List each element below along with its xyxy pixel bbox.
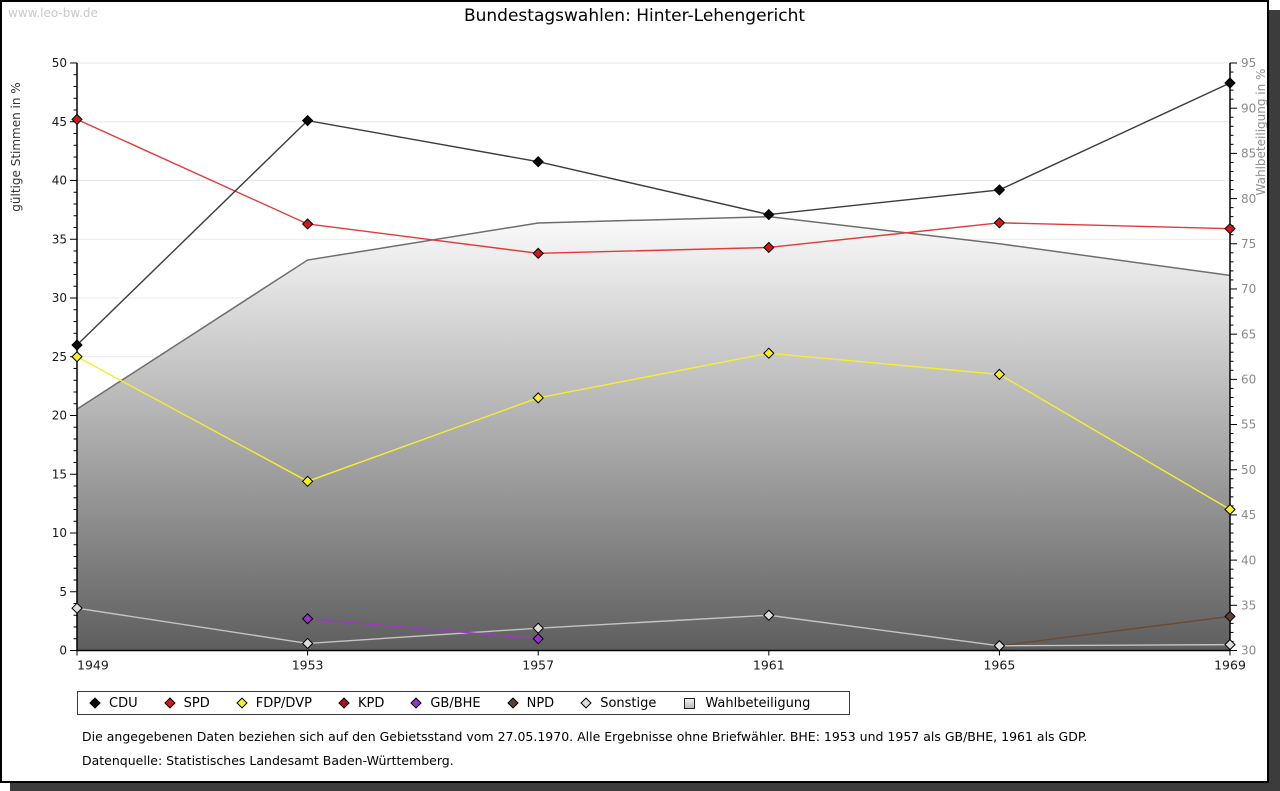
right-axis-tick-label: 50 bbox=[1241, 463, 1256, 477]
right-axis-tick-label: 95 bbox=[1241, 56, 1256, 70]
legend-label: Wahlbeteiligung bbox=[705, 695, 811, 711]
x-axis-tick-label: 1957 bbox=[522, 658, 554, 673]
data-point-spd-1965 bbox=[993, 217, 1006, 229]
data-point-fdp-dvp-1957 bbox=[532, 392, 544, 404]
x-axis-tick-label: 1965 bbox=[983, 658, 1015, 673]
data-point-cdu-1969 bbox=[1224, 77, 1236, 89]
x-axis-tick-label: 1969 bbox=[1214, 658, 1246, 673]
footnote-datenquelle: Datenquelle: Statistisches Landesamt Bad… bbox=[82, 753, 454, 768]
right-axis-tick-label: 75 bbox=[1241, 237, 1256, 251]
window-shadow-right bbox=[1269, 10, 1280, 791]
data-point-cdu-1949 bbox=[71, 339, 83, 351]
data-point-spd-1953 bbox=[301, 218, 314, 230]
legend-diamond-icon bbox=[236, 697, 248, 709]
data-point-sonstige-1965 bbox=[993, 640, 1006, 652]
right-axis-tick-label: 85 bbox=[1241, 147, 1256, 161]
legend-diamond-icon bbox=[89, 697, 101, 709]
legend-item-wahlbeteiligung: Wahlbeteiligung bbox=[684, 696, 810, 711]
legend-label: GB/BHE bbox=[430, 695, 481, 711]
legend-square-icon bbox=[684, 697, 696, 709]
legend-diamond-icon bbox=[410, 697, 422, 709]
data-point-sonstige-1961 bbox=[763, 609, 775, 621]
election-line-chart: 0 5 10 15 20 25 30 35 40 45 50 30 35 40 45 50 55 60 65 70 75… bbox=[52, 56, 1257, 673]
data-point-spd-1961 bbox=[763, 241, 775, 254]
right-axis-tick-label: 90 bbox=[1241, 101, 1256, 115]
legend-label: KPD bbox=[357, 695, 385, 711]
data-point-sonstige-1949 bbox=[71, 602, 83, 614]
right-axis-tick-label: 70 bbox=[1241, 282, 1256, 296]
x-axis-tick-label: 1949 bbox=[77, 658, 109, 673]
legend-label: FDP/DVP bbox=[255, 695, 312, 711]
left-axis-tick-label: 30 bbox=[52, 291, 67, 305]
legend-diamond-icon bbox=[338, 697, 350, 709]
series-wahlbeteiligung-area bbox=[76, 215, 1231, 651]
left-axis-tick-label: 20 bbox=[52, 409, 67, 423]
left-axis-tick-label: 45 bbox=[52, 115, 67, 129]
data-point-fdp-dvp-1961 bbox=[763, 347, 775, 359]
footnote-gebietsstand: Die angegebenen Daten beziehen sich auf … bbox=[82, 729, 1088, 744]
left-axis-tick-label: 35 bbox=[52, 232, 67, 246]
window-shadow-bottom bbox=[10, 783, 1280, 791]
data-point-cdu-1961 bbox=[763, 208, 775, 221]
data-point-fdp-dvp-1949 bbox=[71, 351, 83, 363]
data-point-fdp-dvp-1969 bbox=[1224, 503, 1236, 516]
chart-title: Bundestagswahlen: Hinter-Lehengericht bbox=[463, 6, 806, 26]
legend-diamond-icon bbox=[506, 697, 519, 709]
legend-item-kpd: KPD bbox=[338, 695, 385, 711]
left-axis-tick-label: 0 bbox=[59, 644, 67, 658]
data-point-npd-1969 bbox=[1224, 610, 1236, 623]
right-axis-tick-label: 60 bbox=[1241, 373, 1256, 387]
legend-label: CDU bbox=[109, 695, 138, 711]
x-axis-tick-label: 1953 bbox=[292, 658, 324, 673]
data-point-gb-bhe-1957 bbox=[532, 633, 544, 645]
data-point-fdp-dvp-1953 bbox=[301, 475, 314, 488]
legend-item-fdp-dvp: FDP/DVP bbox=[236, 695, 312, 711]
legend-diamond-icon bbox=[580, 697, 592, 709]
x-axis-tick-label: 1961 bbox=[753, 658, 785, 673]
right-axis-tick-label: 35 bbox=[1241, 599, 1256, 613]
series-fdp-dvp bbox=[71, 347, 1236, 516]
right-axis-tick-label: 30 bbox=[1241, 644, 1256, 658]
right-axis-tick-label: 65 bbox=[1241, 327, 1256, 341]
left-axis-tick-label: 25 bbox=[52, 350, 67, 364]
left-axis-tick-label: 40 bbox=[52, 174, 67, 188]
series-cdu bbox=[71, 77, 1236, 351]
legend-label: Sonstige bbox=[600, 695, 657, 711]
right-axis-tick-label: 45 bbox=[1241, 508, 1256, 522]
data-point-gb-bhe-1953 bbox=[301, 613, 314, 625]
right-axis-tick-label: 55 bbox=[1241, 418, 1256, 432]
data-point-spd-1957 bbox=[532, 247, 544, 260]
legend-item-cdu: CDU bbox=[89, 695, 138, 711]
legend-item-spd: SPD bbox=[163, 695, 210, 711]
data-point-spd-1969 bbox=[1224, 222, 1236, 235]
left-axis-tick-label: 5 bbox=[59, 585, 67, 599]
data-point-cdu-1965 bbox=[993, 184, 1006, 196]
legend-item-sonstige: Sonstige bbox=[580, 695, 657, 711]
legend-item-npd: NPD bbox=[506, 695, 555, 711]
legend-diamond-icon bbox=[163, 697, 176, 709]
legend-item-gb-bhe: GB/BHE bbox=[410, 695, 481, 711]
watermark: www.leo-bw.de bbox=[8, 6, 98, 20]
left-axis-tick-label: 10 bbox=[52, 526, 67, 540]
legend-label: NPD bbox=[526, 695, 555, 711]
data-point-sonstige-1953 bbox=[301, 637, 314, 650]
data-point-sonstige-1969 bbox=[1224, 638, 1236, 651]
series-spd bbox=[71, 113, 1236, 260]
data-point-fdp-dvp-1965 bbox=[993, 368, 1006, 381]
legend: CDU SPD FDP/DVP KPD GB/BHE NPD Sonstige Wahlbet… bbox=[77, 691, 850, 715]
series-sonstige bbox=[71, 602, 1236, 652]
right-axis-tick-label: 80 bbox=[1241, 192, 1256, 206]
right-axis-tick-label: 40 bbox=[1241, 553, 1256, 567]
series-gb-bhe bbox=[301, 613, 544, 645]
left-axis-tick-label: 50 bbox=[52, 56, 67, 70]
left-axis-tick-label: 15 bbox=[52, 467, 67, 481]
data-point-spd-1949 bbox=[71, 113, 83, 126]
data-point-cdu-1957 bbox=[532, 155, 544, 168]
legend-label: SPD bbox=[183, 695, 210, 711]
data-point-cdu-1953 bbox=[301, 114, 314, 127]
